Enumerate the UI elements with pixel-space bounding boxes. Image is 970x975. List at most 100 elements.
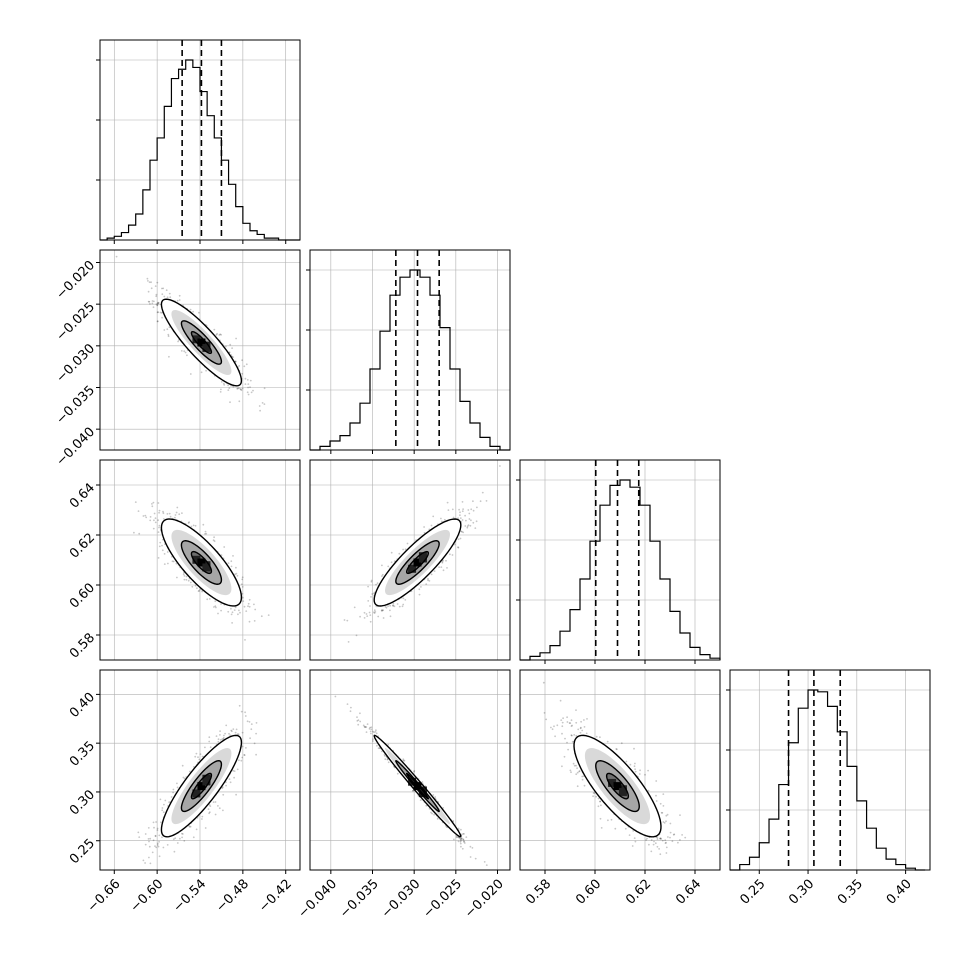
scatter-point — [176, 577, 178, 579]
scatter-point — [246, 363, 248, 365]
scatter-point — [350, 710, 352, 712]
scatter-point — [600, 804, 602, 806]
scatter-point — [217, 805, 219, 807]
scatter-point — [251, 723, 253, 725]
scatter-point — [155, 835, 157, 837]
scatter-point — [392, 603, 394, 605]
scatter-point — [174, 517, 176, 519]
scatter-point — [370, 726, 372, 728]
scatter-point — [185, 352, 187, 354]
scatter-point — [437, 818, 439, 820]
scatter-point — [160, 799, 162, 801]
scatter-point — [376, 745, 378, 747]
scatter-point — [460, 846, 462, 848]
scatter-point — [177, 787, 179, 789]
scatter-point — [220, 603, 222, 605]
scatter-point — [157, 321, 159, 323]
scatter-point — [227, 611, 229, 613]
scatter-point — [244, 639, 246, 641]
scatter-point — [181, 350, 183, 352]
scatter-point — [149, 520, 151, 522]
scatter-point — [201, 371, 203, 373]
scatter-point — [210, 746, 212, 748]
scatter-point — [371, 581, 373, 583]
scatter-point — [388, 761, 390, 763]
scatter-point — [247, 605, 249, 607]
scatter-point — [155, 522, 157, 524]
scatter-point — [249, 386, 251, 388]
scatter-point — [186, 354, 188, 356]
scatter-point — [188, 580, 190, 582]
scatter-point — [154, 513, 156, 515]
scatter-point — [224, 733, 226, 735]
scatter-point — [231, 614, 233, 616]
scatter-point — [252, 390, 254, 392]
scatter-point — [223, 383, 225, 385]
scatter-point — [223, 546, 225, 548]
scatter-point — [420, 799, 422, 801]
scatter-point — [181, 833, 183, 835]
scatter-point — [215, 607, 217, 609]
scatter-point — [664, 839, 666, 841]
pair-panel-0-1 — [96, 250, 300, 450]
scatter-point — [244, 711, 246, 713]
scatter-point — [389, 610, 391, 612]
scatter-point — [201, 816, 203, 818]
scatter-point — [403, 598, 405, 600]
scatter-point — [138, 836, 140, 838]
panel-frame — [520, 460, 720, 660]
scatter-point — [227, 389, 229, 391]
scatter-point — [188, 521, 190, 523]
scatter-point — [170, 516, 172, 518]
scatter-point — [163, 847, 165, 849]
scatter-point — [237, 769, 239, 771]
scatter-point — [193, 836, 195, 838]
scatter-point — [177, 842, 179, 844]
scatter-point — [151, 873, 153, 875]
scatter-point — [241, 359, 243, 361]
scatter-point — [156, 282, 158, 284]
scatter-point — [219, 807, 221, 809]
scatter-point — [239, 705, 241, 707]
scatter-point — [639, 769, 641, 771]
scatter-point — [225, 346, 227, 348]
scatter-point — [183, 573, 185, 575]
scatter-point — [376, 733, 378, 735]
scatter-point — [247, 383, 249, 385]
scatter-point — [474, 527, 476, 529]
scatter-point — [152, 852, 154, 854]
scatter-point — [545, 719, 547, 721]
scatter-point — [198, 590, 200, 592]
scatter-point — [158, 531, 160, 533]
scatter-point — [570, 771, 572, 773]
scatter-point — [254, 620, 256, 622]
scatter-point — [448, 509, 450, 511]
scatter-point — [256, 722, 258, 724]
scatter-point — [378, 747, 380, 749]
scatter-point — [162, 549, 164, 551]
scatter-point — [208, 736, 210, 738]
scatter-point — [161, 293, 163, 295]
scatter-point — [150, 281, 152, 283]
scatter-point — [372, 731, 374, 733]
scatter-point — [665, 842, 667, 844]
scatter-point — [462, 501, 464, 503]
scatter-point — [213, 606, 215, 608]
scatter-point — [465, 520, 467, 522]
scatter-point — [167, 334, 169, 336]
scatter-point — [459, 514, 461, 516]
scatter-point — [268, 614, 270, 616]
scatter-point — [178, 513, 180, 515]
scatter-point — [442, 562, 444, 564]
scatter-point — [634, 763, 636, 765]
scatter-point — [472, 500, 474, 502]
scatter-point — [402, 604, 404, 606]
scatter-point — [176, 783, 178, 785]
marginal-panel-2 — [516, 460, 720, 664]
scatter-point — [434, 796, 436, 798]
scatter-point — [149, 303, 151, 305]
scatter-point — [241, 389, 243, 391]
scatter-point — [145, 844, 147, 846]
scatter-point — [242, 732, 244, 734]
scatter-point — [432, 516, 434, 518]
